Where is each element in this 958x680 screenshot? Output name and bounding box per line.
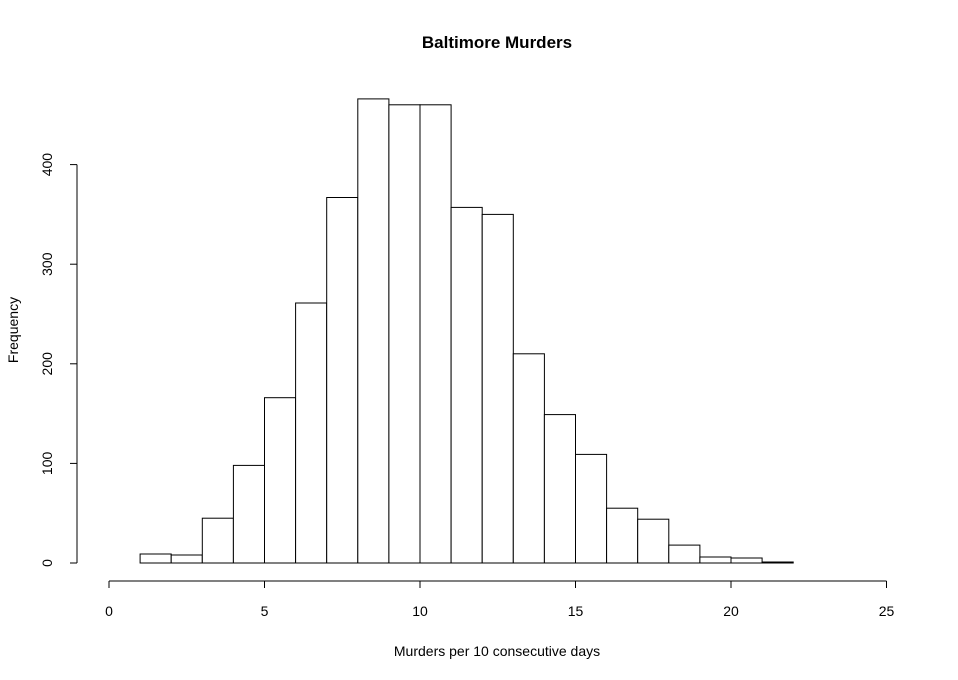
y-axis-label: Frequency bbox=[5, 297, 21, 363]
histogram-bar-19 bbox=[730, 557, 763, 564]
histogram-bar-8 bbox=[388, 104, 421, 564]
histogram-bar-12 bbox=[512, 353, 545, 564]
histogram-bar-14 bbox=[575, 453, 608, 564]
histogram-bar-3 bbox=[232, 464, 265, 564]
histogram-bar-7 bbox=[357, 98, 390, 564]
histogram-bar-20 bbox=[761, 561, 794, 564]
x-tick-label-15: 15 bbox=[568, 603, 584, 619]
y-axis: 0 100 200 300 400 bbox=[39, 153, 78, 567]
histogram-bar-11 bbox=[481, 213, 514, 564]
histogram-bar-2 bbox=[201, 517, 234, 564]
histogram-bar-6 bbox=[326, 197, 359, 564]
x-axis-label: Murders per 10 consecutive days bbox=[394, 643, 600, 659]
histogram-bar-16 bbox=[637, 518, 670, 564]
histogram-bar-5 bbox=[295, 302, 328, 564]
y-tick-label-0: 0 bbox=[39, 559, 55, 567]
histogram-bar-4 bbox=[264, 397, 297, 564]
y-tick-label-300: 300 bbox=[39, 252, 55, 276]
x-tick-label-20: 20 bbox=[723, 603, 739, 619]
y-tick-label-200: 200 bbox=[39, 352, 55, 376]
histogram-bar-18 bbox=[699, 556, 732, 564]
x-tick-label-5: 5 bbox=[261, 603, 269, 619]
x-tick-label-10: 10 bbox=[412, 603, 428, 619]
histogram-bars bbox=[139, 98, 794, 564]
chart-title: Baltimore Murders bbox=[422, 33, 572, 52]
x-tick-label-0: 0 bbox=[105, 603, 113, 619]
histogram-bar-1 bbox=[170, 554, 203, 564]
histogram-bar-10 bbox=[450, 206, 483, 564]
histogram-bar-9 bbox=[419, 104, 452, 564]
histogram-bar-0 bbox=[139, 553, 172, 564]
y-tick-label-100: 100 bbox=[39, 452, 55, 476]
y-tick-label-400: 400 bbox=[39, 153, 55, 177]
histogram-bar-13 bbox=[543, 414, 577, 564]
x-axis: 0 5 10 15 20 25 bbox=[105, 580, 895, 619]
x-tick-label-25: 25 bbox=[879, 603, 895, 619]
histogram-bar-17 bbox=[668, 544, 701, 564]
histogram-bar-15 bbox=[606, 507, 639, 564]
